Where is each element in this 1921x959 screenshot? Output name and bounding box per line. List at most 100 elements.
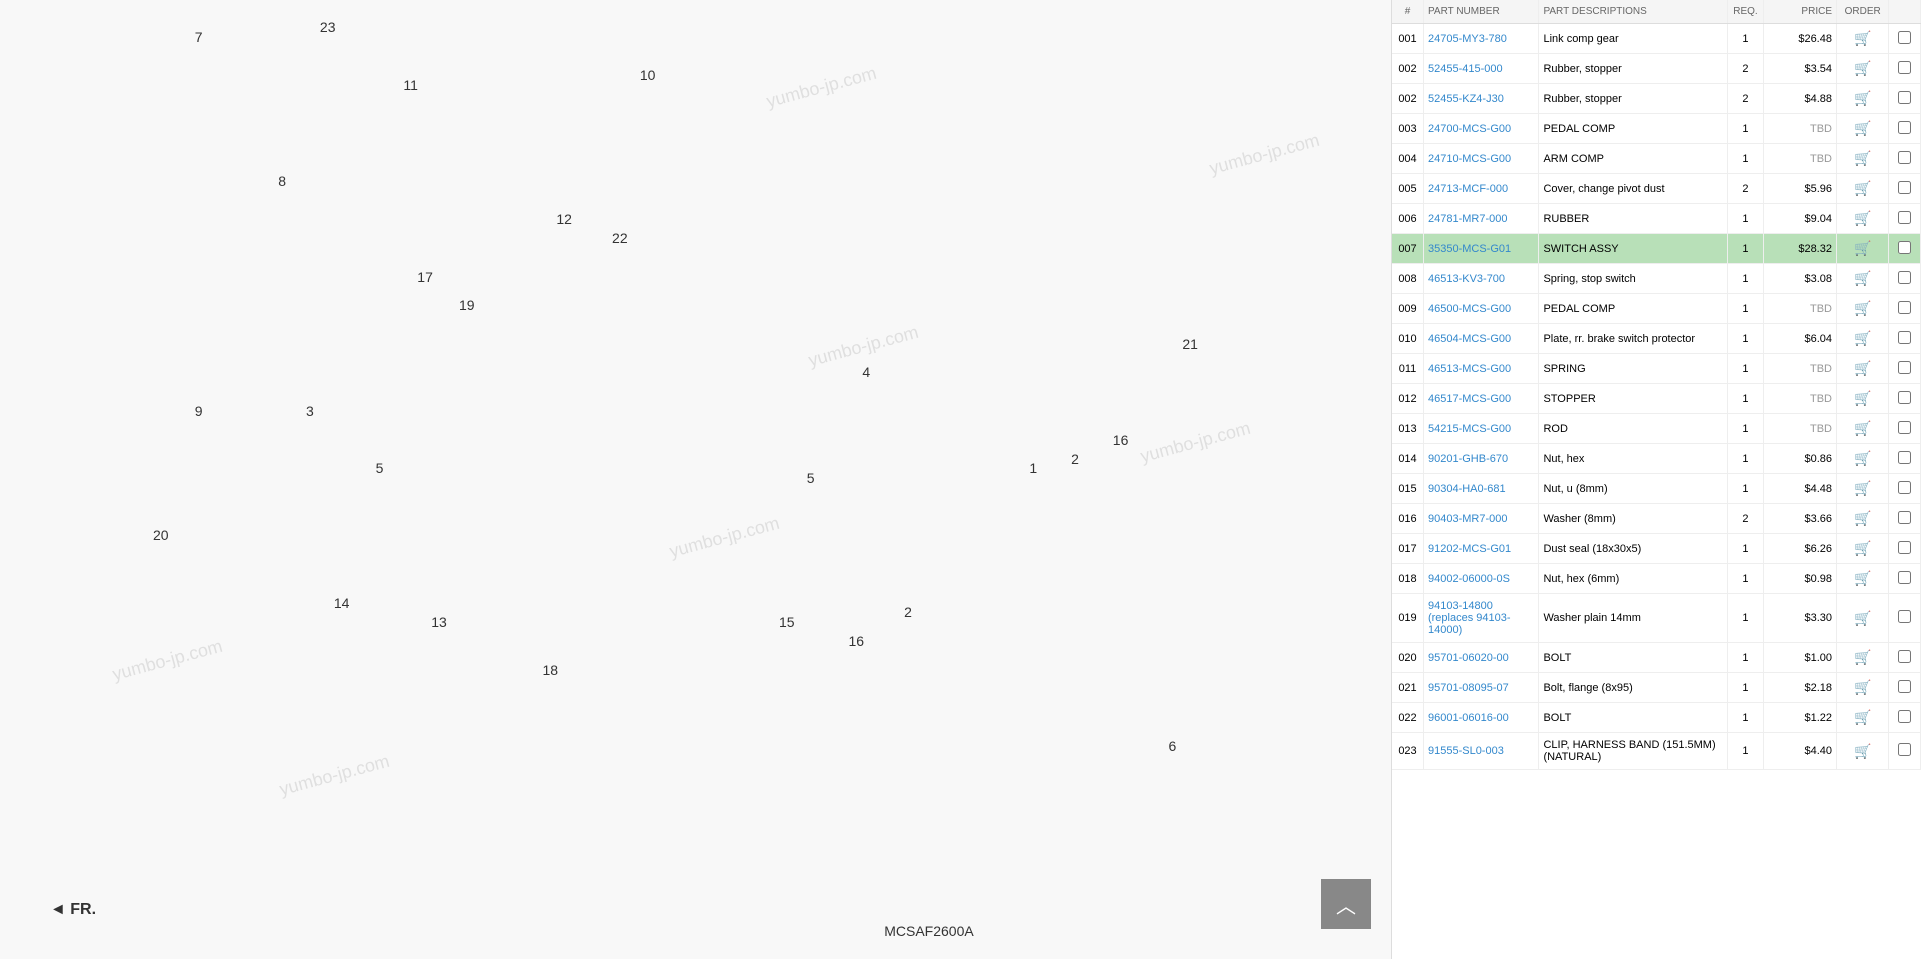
diagram-callout[interactable]: 2 [904,604,912,620]
part-number-link[interactable]: 24705-MY3-780 [1428,33,1507,45]
part-number-link[interactable]: 46517-MCS-G00 [1428,393,1511,405]
table-row[interactable]: 00252455-415-000Rubber, stopper2$3.54🛒 [1392,54,1921,84]
select-row-checkbox[interactable] [1898,451,1911,464]
add-to-cart-icon[interactable]: 🛒 [1854,150,1871,166]
select-row-checkbox[interactable] [1898,710,1911,723]
select-row-checkbox[interactable] [1898,211,1911,224]
select-row-checkbox[interactable] [1898,31,1911,44]
table-row[interactable]: 00424710-MCS-G00ARM COMP1TBD🛒 [1392,144,1921,174]
add-to-cart-icon[interactable]: 🛒 [1854,649,1871,665]
diagram-panel[interactable]: yumbo-jp.com yumbo-jp.com yumbo-jp.com y… [0,0,1391,959]
diagram-callout[interactable]: 9 [195,403,203,419]
part-number-link[interactable]: 96001-06016-00 [1428,712,1509,724]
select-row-checkbox[interactable] [1898,181,1911,194]
table-row[interactable]: 01146513-MCS-G00SPRING1TBD🛒 [1392,354,1921,384]
part-number-link[interactable]: 90304-HA0-681 [1428,483,1506,495]
part-number-link[interactable]: 90403-MR7-000 [1428,513,1508,525]
table-row[interactable]: 01690403-MR7-000Washer (8mm)2$3.66🛒 [1392,504,1921,534]
diagram-callout[interactable]: 12 [556,211,572,227]
table-row[interactable]: 00252455-KZ4-J30Rubber, stopper2$4.88🛒 [1392,84,1921,114]
part-number-link[interactable]: 24713-MCF-000 [1428,183,1508,195]
add-to-cart-icon[interactable]: 🛒 [1854,450,1871,466]
table-row[interactable]: 00735350-MCS-G01SWITCH ASSY1$28.32🛒 [1392,234,1921,264]
add-to-cart-icon[interactable]: 🛒 [1854,330,1871,346]
diagram-callout[interactable]: 19 [459,297,475,313]
part-number-link[interactable]: 24710-MCS-G00 [1428,153,1511,165]
add-to-cart-icon[interactable]: 🛒 [1854,240,1871,256]
table-row[interactable]: 01046504-MCS-G00Plate, rr. brake switch … [1392,324,1921,354]
part-number-link[interactable]: 24700-MCS-G00 [1428,123,1511,135]
diagram-callout[interactable]: 3 [306,403,314,419]
table-row[interactable]: 01894002-06000-0SNut, hex (6mm)1$0.98🛒 [1392,564,1921,594]
table-row[interactable]: 00124705-MY3-780Link comp gear1$26.48🛒 [1392,24,1921,54]
diagram-callout[interactable]: 17 [417,269,433,285]
part-number-link[interactable]: 95701-06020-00 [1428,652,1509,664]
select-row-checkbox[interactable] [1898,511,1911,524]
table-row[interactable]: 01791202-MCS-G01Dust seal (18x30x5)1$6.2… [1392,534,1921,564]
part-number-link[interactable]: 52455-KZ4-J30 [1428,93,1504,105]
table-row[interactable]: 00324700-MCS-G00PEDAL COMP1TBD🛒 [1392,114,1921,144]
select-row-checkbox[interactable] [1898,241,1911,254]
table-row[interactable]: 01246517-MCS-G00STOPPER1TBD🛒 [1392,384,1921,414]
add-to-cart-icon[interactable]: 🛒 [1854,480,1871,496]
table-row[interactable]: 00946500-MCS-G00PEDAL COMP1TBD🛒 [1392,294,1921,324]
add-to-cart-icon[interactable]: 🛒 [1854,270,1871,286]
add-to-cart-icon[interactable]: 🛒 [1854,180,1871,196]
select-row-checkbox[interactable] [1898,91,1911,104]
add-to-cart-icon[interactable]: 🛒 [1854,420,1871,436]
select-row-checkbox[interactable] [1898,361,1911,374]
select-row-checkbox[interactable] [1898,650,1911,663]
table-row[interactable]: 00846513-KV3-700Spring, stop switch1$3.0… [1392,264,1921,294]
select-row-checkbox[interactable] [1898,331,1911,344]
table-row[interactable]: 01994103-14800 (replaces 94103-14000)Was… [1392,594,1921,643]
select-row-checkbox[interactable] [1898,301,1911,314]
add-to-cart-icon[interactable]: 🛒 [1854,390,1871,406]
diagram-callout[interactable]: 23 [320,19,336,35]
diagram-callout[interactable]: 18 [542,662,558,678]
diagram-callout[interactable]: 4 [862,364,870,380]
diagram-callout[interactable]: 7 [195,29,203,45]
diagram-callout[interactable]: 5 [376,460,384,476]
add-to-cart-icon[interactable]: 🛒 [1854,510,1871,526]
part-number-link[interactable]: 91555-SL0-003 [1428,745,1504,757]
table-row[interactable]: 01590304-HA0-681Nut, u (8mm)1$4.48🛒 [1392,474,1921,504]
table-row[interactable]: 02095701-06020-00BOLT1$1.00🛒 [1392,643,1921,673]
select-row-checkbox[interactable] [1898,421,1911,434]
table-row[interactable]: 02195701-08095-07Bolt, flange (8x95)1$2.… [1392,673,1921,703]
part-number-link[interactable]: 24781-MR7-000 [1428,213,1508,225]
select-row-checkbox[interactable] [1898,271,1911,284]
diagram-callout[interactable]: 16 [849,633,865,649]
diagram-callout[interactable]: 1 [1029,460,1037,476]
select-row-checkbox[interactable] [1898,571,1911,584]
part-number-link[interactable]: 94002-06000-0S [1428,573,1510,585]
select-row-checkbox[interactable] [1898,541,1911,554]
add-to-cart-icon[interactable]: 🛒 [1854,679,1871,695]
select-row-checkbox[interactable] [1898,680,1911,693]
add-to-cart-icon[interactable]: 🛒 [1854,300,1871,316]
diagram-callout[interactable]: 20 [153,527,169,543]
part-number-link[interactable]: 54215-MCS-G00 [1428,423,1511,435]
diagram-callout[interactable]: 16 [1113,432,1129,448]
table-row[interactable]: 02296001-06016-00BOLT1$1.22🛒 [1392,703,1921,733]
diagram-callout[interactable]: 15 [779,614,795,630]
add-to-cart-icon[interactable]: 🛒 [1854,570,1871,586]
diagram-callout[interactable]: 11 [403,77,418,93]
add-to-cart-icon[interactable]: 🛒 [1854,360,1871,376]
select-row-checkbox[interactable] [1898,391,1911,404]
part-number-link[interactable]: 46513-MCS-G00 [1428,363,1511,375]
add-to-cart-icon[interactable]: 🛒 [1854,120,1871,136]
add-to-cart-icon[interactable]: 🛒 [1854,30,1871,46]
add-to-cart-icon[interactable]: 🛒 [1854,709,1871,725]
part-number-link[interactable]: 95701-08095-07 [1428,682,1509,694]
select-row-checkbox[interactable] [1898,743,1911,756]
scroll-to-top-button[interactable]: ︿ [1321,879,1371,929]
select-row-checkbox[interactable] [1898,151,1911,164]
select-row-checkbox[interactable] [1898,610,1911,623]
table-row[interactable]: 00624781-MR7-000RUBBER1$9.04🛒 [1392,204,1921,234]
part-number-link[interactable]: 46513-KV3-700 [1428,273,1505,285]
diagram-callout[interactable]: 22 [612,230,628,246]
add-to-cart-icon[interactable]: 🛒 [1854,60,1871,76]
add-to-cart-icon[interactable]: 🛒 [1854,540,1871,556]
part-number-link[interactable]: 90201-GHB-670 [1428,453,1508,465]
select-row-checkbox[interactable] [1898,481,1911,494]
